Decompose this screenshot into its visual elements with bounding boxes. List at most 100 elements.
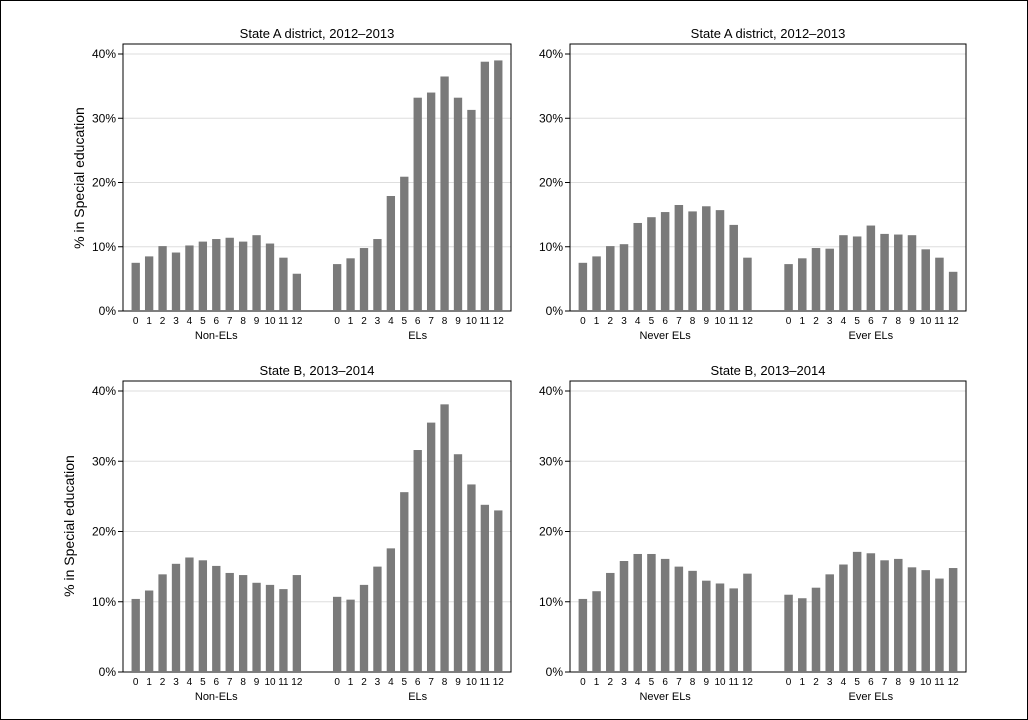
bar: [413, 450, 422, 672]
bar: [784, 264, 793, 311]
bar: [238, 241, 248, 311]
y-tick-label: 0%: [546, 665, 564, 679]
x-tick-label: 12: [291, 677, 303, 688]
x-tick-label: 12: [742, 316, 754, 327]
bar: [400, 176, 409, 311]
x-tick-label: 8: [896, 316, 902, 327]
y-tick-label: 0%: [99, 304, 117, 318]
bar: [212, 239, 221, 311]
chart-title: State A district, 2012–2013: [240, 26, 395, 41]
x-tick-label: 8: [240, 677, 246, 688]
x-tick-label: 9: [455, 677, 461, 688]
x-tick-label: 12: [742, 677, 754, 688]
bar: [386, 195, 396, 311]
bar: [907, 235, 917, 311]
x-tick-label: 12: [948, 677, 960, 688]
x-tick-label: 3: [375, 677, 381, 688]
bar: [373, 566, 382, 672]
bar: [386, 548, 396, 672]
bar: [158, 246, 167, 311]
y-tick-label: 0%: [99, 665, 117, 679]
bar: [144, 590, 154, 672]
x-tick-label: 11: [729, 677, 740, 688]
x-tick-label: 1: [146, 316, 152, 327]
x-tick-label: 2: [160, 677, 166, 688]
x-tick-label: 10: [714, 677, 726, 688]
y-tick-label: 20%: [539, 176, 563, 190]
bar: [292, 575, 302, 672]
bar: [265, 243, 275, 311]
chart-title: State B, 2013–2014: [711, 363, 826, 378]
chart-panel-1: 0% 10% 20% 30% 40% State A district, 2012–201…: [71, 26, 512, 342]
y-tick-label: 10%: [539, 595, 563, 609]
bar: [332, 264, 342, 311]
y-tick-label: 30%: [539, 111, 563, 125]
x-tick-label: 10: [466, 316, 478, 327]
bar: [592, 256, 601, 311]
x-tick-label: 4: [388, 677, 394, 688]
bar: [467, 484, 476, 672]
bar: [948, 271, 958, 311]
bar: [907, 567, 917, 672]
bar: [619, 244, 629, 311]
y-tick-label: 0%: [546, 304, 564, 318]
x-tick-label: 2: [160, 316, 166, 327]
x-tick-label: 8: [690, 677, 696, 688]
y-tick-label: 20%: [539, 525, 563, 539]
bar: [633, 222, 642, 311]
x-tick-label: 2: [361, 316, 367, 327]
y-tick-label: 40%: [92, 384, 116, 398]
x-tick-label: 2: [361, 677, 367, 688]
x-tick-label: 9: [455, 316, 461, 327]
plot-frame: [569, 43, 967, 312]
bar: [880, 233, 889, 311]
bar: [252, 235, 261, 311]
bar: [715, 583, 725, 672]
bar: [811, 587, 821, 672]
bar: [811, 248, 821, 311]
bar: [359, 248, 369, 311]
group-label: Non-ELs: [195, 330, 238, 342]
x-tick-label: 0: [580, 316, 586, 327]
x-tick-label: 11: [480, 677, 491, 688]
x-tick-label: 6: [868, 316, 874, 327]
bar: [400, 492, 409, 672]
x-tick-label: 3: [375, 316, 381, 327]
bar: [265, 584, 275, 672]
x-tick-label: 5: [649, 677, 655, 688]
x-tick-label: 0: [133, 677, 139, 688]
x-tick-label: 10: [920, 316, 932, 327]
bar: [688, 570, 697, 672]
bar: [729, 588, 738, 672]
panels: 0%10%20%30%40%State A district, 2012–201…: [61, 26, 967, 703]
x-tick-label: 1: [146, 677, 152, 688]
x-tick-label: 10: [264, 677, 276, 688]
x-tick-label: 6: [415, 677, 421, 688]
bar: [373, 239, 382, 311]
bar: [198, 241, 208, 311]
bar: [743, 257, 752, 311]
x-tick-label: 4: [187, 677, 193, 688]
x-tick-label: 1: [594, 316, 600, 327]
bar: [702, 580, 711, 672]
group-label: ELs: [408, 330, 427, 342]
bar: [144, 256, 154, 311]
x-tick-label: 11: [278, 316, 289, 327]
bar: [131, 262, 140, 311]
bar: [453, 97, 463, 311]
group-label: Never ELs: [639, 691, 691, 703]
bar: [866, 225, 876, 311]
x-tick-label: 4: [635, 316, 641, 327]
bar: [413, 97, 422, 311]
bar: [238, 575, 248, 672]
bar: [921, 249, 930, 311]
y-tick-label: 30%: [539, 454, 563, 468]
bar: [171, 563, 181, 672]
x-tick-label: 4: [388, 316, 394, 327]
x-tick-label: 2: [608, 677, 614, 688]
y-tick-label: 10%: [92, 595, 116, 609]
x-tick-label: 8: [896, 677, 902, 688]
x-tick-label: 3: [621, 677, 627, 688]
